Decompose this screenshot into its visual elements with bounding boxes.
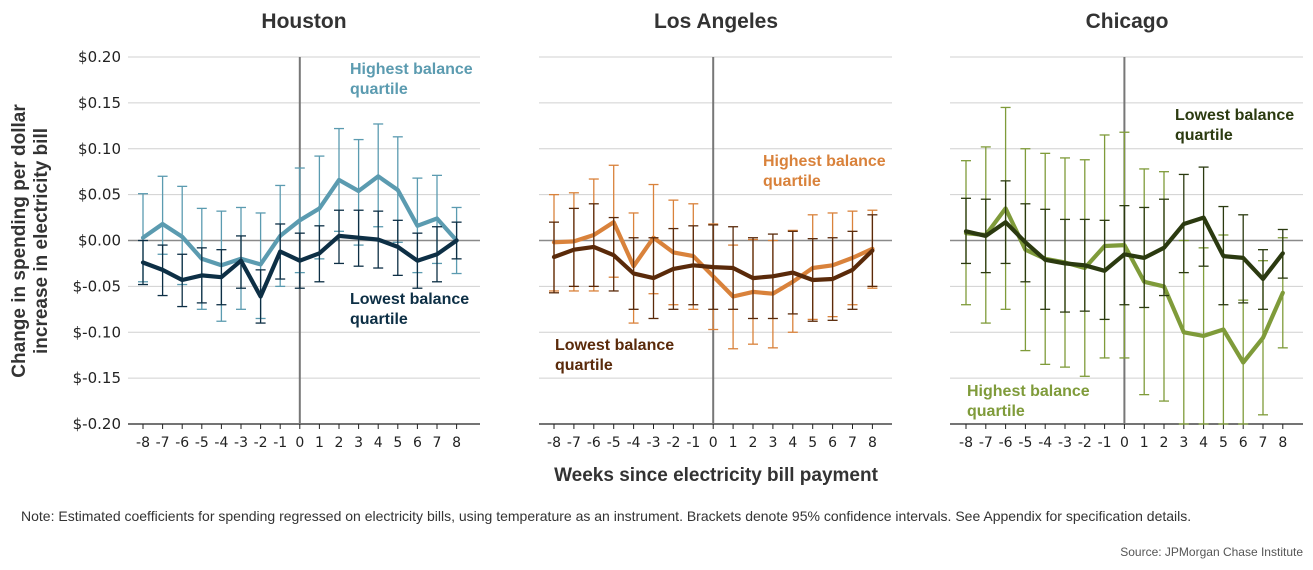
x-tick-label: 5 bbox=[393, 435, 402, 451]
panel-los-angeles: Los Angeles -8 -7 -6 -5 -4 -3 -2 -1 0 1 2 3 4 5 6 7 8 High… bbox=[539, 10, 892, 451]
annotation-houston-high: Highest balance quartile bbox=[350, 61, 473, 98]
x-tick-label: 7 bbox=[433, 435, 442, 451]
x-tick-label: 6 bbox=[828, 435, 837, 451]
x-tick-label: -6 bbox=[999, 435, 1013, 451]
x-tick-label: -3 bbox=[647, 435, 661, 451]
x-tick-label: -4 bbox=[214, 435, 228, 451]
x-tick-label: -3 bbox=[234, 435, 248, 451]
x-tick-label: -1 bbox=[686, 435, 700, 451]
x-tick-label: 3 bbox=[1179, 435, 1188, 451]
x-tick-label: 0 bbox=[295, 435, 304, 451]
series-line bbox=[140, 174, 459, 268]
x-tick-label: -8 bbox=[547, 435, 561, 451]
x-tick-label: 7 bbox=[848, 435, 857, 451]
x-tick-label: -5 bbox=[607, 435, 621, 451]
chart-source: Source: JPMorgan Chase Institute bbox=[1120, 545, 1303, 559]
x-tick-label: -5 bbox=[195, 435, 209, 451]
x-tick-label: -1 bbox=[273, 435, 287, 451]
series-line bbox=[963, 215, 1285, 282]
x-tick-label: -2 bbox=[666, 435, 680, 451]
x-tick-label: -7 bbox=[979, 435, 993, 451]
annotation-line: Lowest balance bbox=[555, 337, 674, 354]
x-tick-label: 1 bbox=[1140, 435, 1149, 451]
x-tick-label: 7 bbox=[1259, 435, 1268, 451]
series-lowest-balance-quartile bbox=[961, 166, 1288, 321]
annotation-line: Lowest balance bbox=[1175, 107, 1294, 124]
y-tick-label: $-0.10 bbox=[73, 323, 121, 341]
x-tick-label: 4 bbox=[1199, 435, 1208, 451]
y-tick-label: $-0.15 bbox=[73, 369, 121, 387]
series-line bbox=[140, 233, 459, 299]
x-tick-label: 0 bbox=[1120, 435, 1129, 451]
annotation-line: quartile bbox=[350, 311, 408, 328]
series-lowest-balance-quartile bbox=[138, 209, 462, 324]
annotation-line: Highest balance bbox=[763, 153, 886, 170]
x-tick-label: 8 bbox=[868, 435, 877, 451]
y-tick-label: $0.15 bbox=[78, 94, 121, 112]
x-tick-label: 1 bbox=[315, 435, 324, 451]
series-line bbox=[551, 244, 875, 283]
x-tick-label: -2 bbox=[1078, 435, 1092, 451]
x-tick-label: -6 bbox=[175, 435, 189, 451]
x-tick-label: -8 bbox=[959, 435, 973, 451]
annotation-chicago-high: Highest balance quartile bbox=[967, 383, 1090, 420]
annotation-la-low: Lowest balance quartile bbox=[555, 337, 674, 374]
x-tick-label: 5 bbox=[808, 435, 817, 451]
chart-note: Note: Estimated coefficients for spendin… bbox=[21, 508, 1192, 524]
x-tick-label: 8 bbox=[1278, 435, 1287, 451]
x-tick-label: 2 bbox=[335, 435, 344, 451]
y-tick-label: $0.10 bbox=[78, 140, 121, 158]
y-axis-label-line: increase in electricity bill bbox=[31, 128, 52, 354]
x-tick-label: -7 bbox=[567, 435, 581, 451]
annotation-line: Lowest balance bbox=[350, 291, 469, 308]
y-tick-label: $0.00 bbox=[78, 232, 121, 250]
x-tick-label: 1 bbox=[729, 435, 738, 451]
x-tick-label: 8 bbox=[452, 435, 461, 451]
annotation-line: quartile bbox=[555, 357, 613, 374]
panel-title: Houston bbox=[261, 10, 346, 33]
y-tick-label: $-0.05 bbox=[73, 277, 121, 295]
y-tick-label: $0.05 bbox=[78, 186, 121, 204]
x-tick-label: -3 bbox=[1058, 435, 1072, 451]
x-tick-label: 2 bbox=[749, 435, 758, 451]
x-tick-label: 6 bbox=[413, 435, 422, 451]
series-lowest-balance-quartile bbox=[549, 203, 878, 322]
annotation-line: Highest balance bbox=[967, 383, 1090, 400]
x-tick-label: -8 bbox=[136, 435, 150, 451]
annotation-line: quartile bbox=[350, 81, 408, 98]
x-tick-label: -1 bbox=[1098, 435, 1112, 451]
annotation-line: Highest balance bbox=[350, 61, 473, 78]
x-tick-label: 0 bbox=[709, 435, 718, 451]
annotation-houston-low: Lowest balance quartile bbox=[350, 291, 469, 328]
y-axis-label: Change in spending per dollarincrease in… bbox=[9, 104, 52, 378]
x-tick-label: 6 bbox=[1239, 435, 1248, 451]
x-axis-label: Weeks since electricity bill payment bbox=[554, 465, 879, 486]
y-axis-label-line: Change in spending per dollar bbox=[9, 104, 30, 378]
x-tick-label: 5 bbox=[1219, 435, 1228, 451]
panel-title: Chicago bbox=[1086, 10, 1169, 33]
x-tick-label: 3 bbox=[768, 435, 777, 451]
annotation-la-high: Highest balance quartile bbox=[763, 153, 886, 190]
x-tick-label: -7 bbox=[156, 435, 170, 451]
panel-chicago: Chicago -8 -7 -6 -5 -4 -3 -2 -1 0 1 2 3 4 5 6 7 8 Lowest b… bbox=[950, 10, 1303, 451]
annotation-line: quartile bbox=[763, 173, 821, 190]
y-tick-label: $0.20 bbox=[78, 48, 121, 66]
y-tick-label: $-0.20 bbox=[73, 415, 121, 433]
annotation-line: quartile bbox=[1175, 127, 1233, 144]
x-tick-label: -5 bbox=[1018, 435, 1032, 451]
x-tick-label: 3 bbox=[354, 435, 363, 451]
annotation-chicago-low: Lowest balance quartile bbox=[1175, 107, 1294, 144]
x-tick-label: -2 bbox=[254, 435, 268, 451]
panel-title: Los Angeles bbox=[654, 10, 778, 33]
x-tick-label: -4 bbox=[1038, 435, 1052, 451]
panel-houston: Houston -8 -7 -6 -5 -4 -3 -2 -1 0 1 2 3 4 5 6 7 8 Highest … bbox=[128, 10, 480, 451]
x-tick-label: 4 bbox=[788, 435, 797, 451]
x-tick-label: -4 bbox=[627, 435, 641, 451]
x-tick-label: 4 bbox=[374, 435, 383, 451]
annotation-line: quartile bbox=[967, 403, 1025, 420]
x-tick-label: -6 bbox=[587, 435, 601, 451]
x-tick-label: 2 bbox=[1160, 435, 1169, 451]
